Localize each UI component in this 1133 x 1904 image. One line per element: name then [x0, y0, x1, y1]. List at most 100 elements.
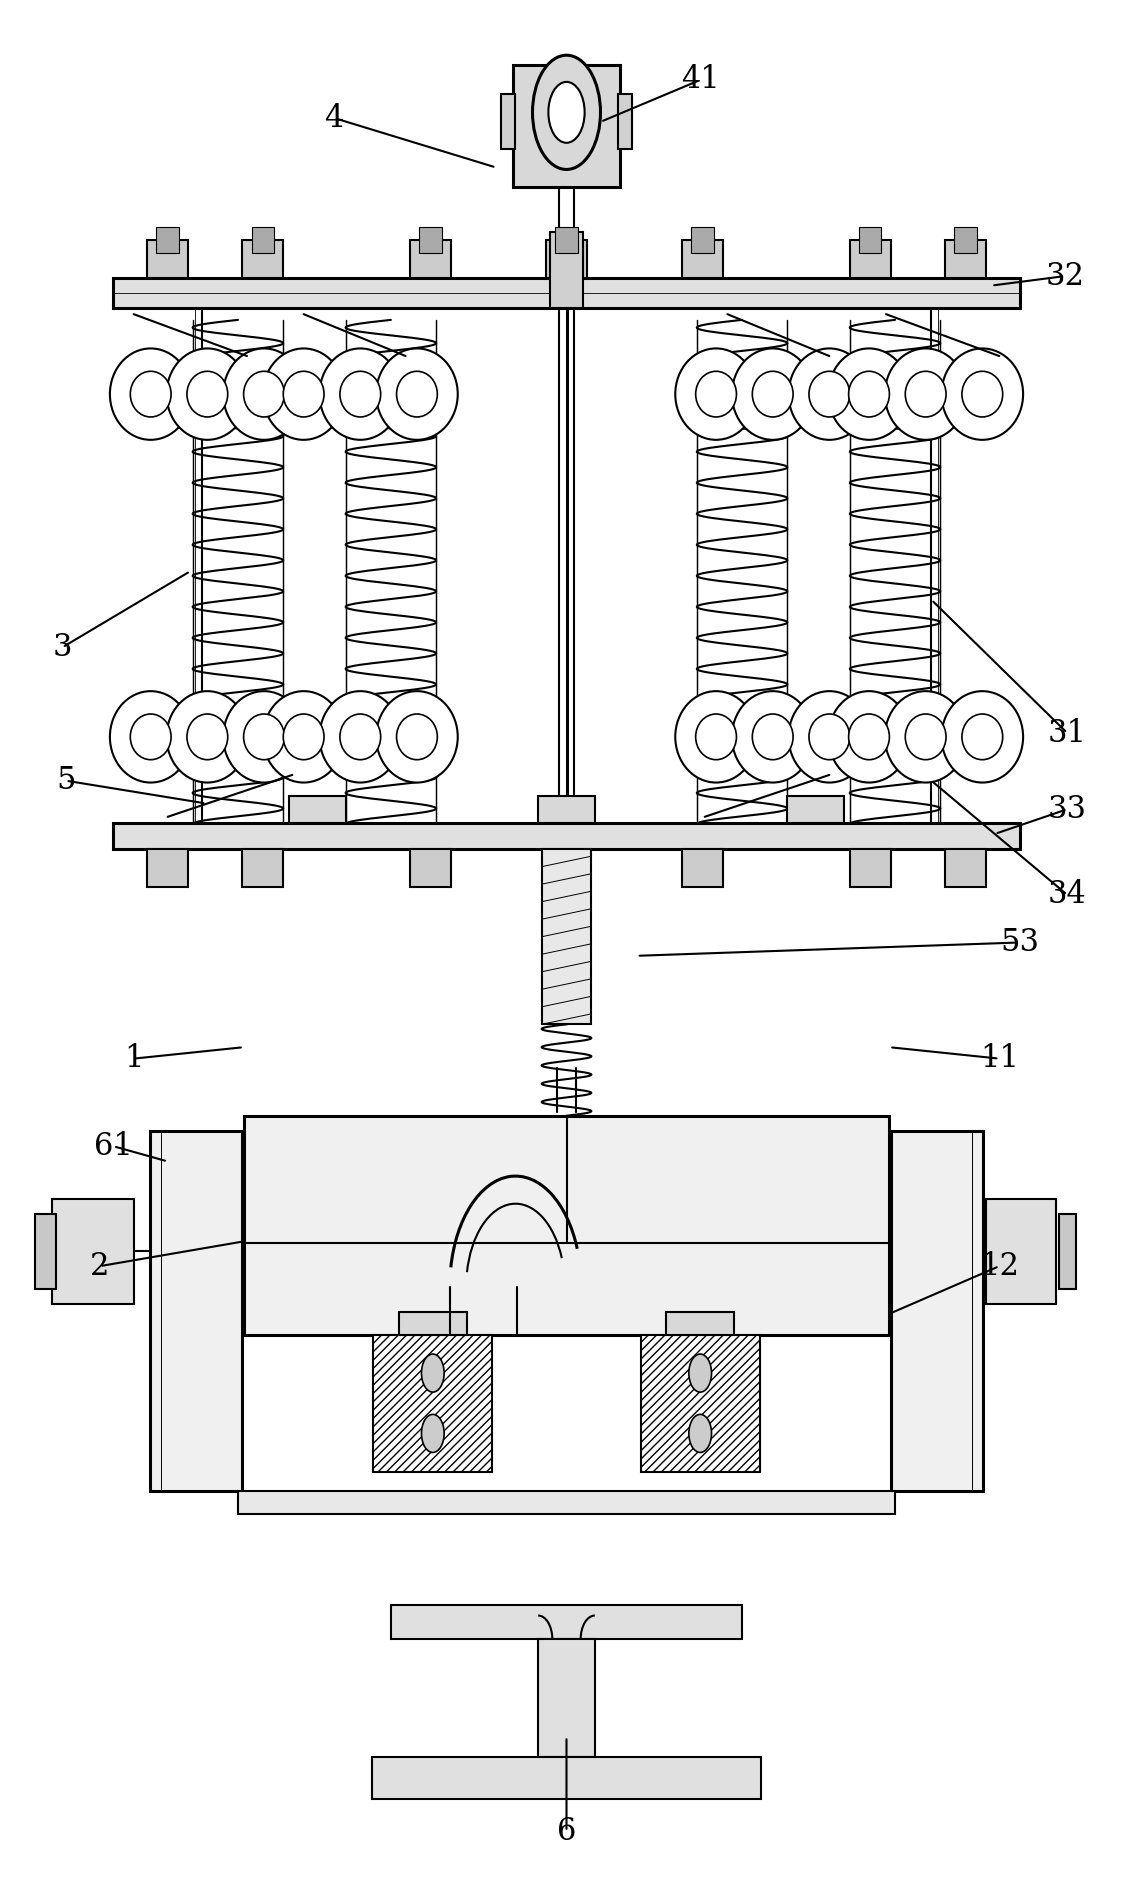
Bar [242, 849, 283, 887]
Ellipse shape [675, 348, 757, 440]
Bar [374, 1335, 492, 1472]
Bar [252, 227, 274, 253]
Bar [156, 227, 179, 253]
Bar [945, 240, 986, 278]
Ellipse shape [849, 714, 889, 760]
Ellipse shape [962, 714, 1003, 760]
Circle shape [689, 1354, 712, 1392]
Ellipse shape [942, 691, 1023, 783]
Circle shape [689, 1415, 712, 1453]
Ellipse shape [905, 371, 946, 417]
Bar [113, 278, 1020, 308]
Bar [666, 1312, 734, 1335]
Circle shape [421, 1415, 444, 1453]
Bar [682, 240, 723, 278]
Text: 53: 53 [1000, 927, 1039, 958]
Bar [1059, 1215, 1076, 1289]
Bar [289, 796, 346, 823]
Text: 32: 32 [1046, 261, 1084, 291]
Bar [850, 240, 891, 278]
Ellipse shape [849, 371, 889, 417]
Ellipse shape [244, 371, 284, 417]
Ellipse shape [340, 714, 381, 760]
Ellipse shape [110, 348, 191, 440]
Ellipse shape [263, 691, 344, 783]
Text: 6: 6 [556, 1816, 577, 1847]
Bar [391, 1605, 742, 1639]
Bar [512, 65, 621, 187]
Ellipse shape [130, 714, 171, 760]
Bar [35, 1215, 56, 1289]
Ellipse shape [263, 348, 344, 440]
Ellipse shape [130, 371, 171, 417]
Ellipse shape [828, 691, 910, 783]
Bar [986, 1200, 1056, 1304]
Bar [410, 849, 451, 887]
Text: 12: 12 [980, 1251, 1019, 1281]
Text: 61: 61 [94, 1131, 133, 1161]
Bar [550, 232, 583, 308]
Bar [619, 93, 632, 149]
Bar [691, 227, 714, 253]
Ellipse shape [752, 714, 793, 760]
Ellipse shape [320, 691, 401, 783]
Ellipse shape [828, 348, 910, 440]
Ellipse shape [696, 371, 736, 417]
Bar [113, 823, 1020, 849]
Bar [502, 93, 516, 149]
Ellipse shape [167, 348, 248, 440]
Text: 5: 5 [56, 765, 76, 796]
Ellipse shape [340, 371, 381, 417]
Ellipse shape [244, 714, 284, 760]
Ellipse shape [696, 714, 736, 760]
Bar [850, 849, 891, 887]
Circle shape [533, 55, 600, 169]
Bar [242, 240, 283, 278]
Bar [945, 849, 986, 887]
Ellipse shape [789, 348, 870, 440]
Ellipse shape [223, 348, 305, 440]
Ellipse shape [885, 348, 966, 440]
Bar [682, 849, 723, 887]
Circle shape [548, 82, 585, 143]
Text: 11: 11 [980, 1043, 1019, 1074]
Ellipse shape [283, 714, 324, 760]
Ellipse shape [167, 691, 248, 783]
Bar [546, 240, 587, 278]
Ellipse shape [397, 371, 437, 417]
Ellipse shape [397, 714, 437, 760]
Ellipse shape [885, 691, 966, 783]
Ellipse shape [110, 691, 191, 783]
Text: 3: 3 [52, 632, 73, 663]
Ellipse shape [752, 371, 793, 417]
Ellipse shape [962, 371, 1003, 417]
Ellipse shape [187, 714, 228, 760]
Ellipse shape [283, 371, 324, 417]
Ellipse shape [732, 691, 813, 783]
Bar [787, 796, 844, 823]
Ellipse shape [223, 691, 305, 783]
Bar [542, 849, 591, 1024]
Text: 2: 2 [90, 1251, 110, 1281]
Text: 4: 4 [325, 103, 343, 133]
Bar [150, 1131, 242, 1491]
Bar [555, 227, 578, 253]
Ellipse shape [905, 714, 946, 760]
Bar [238, 1491, 895, 1514]
Bar [410, 240, 451, 278]
Text: 1: 1 [123, 1043, 144, 1074]
Bar [954, 227, 977, 253]
Ellipse shape [187, 371, 228, 417]
Ellipse shape [809, 714, 850, 760]
Bar [859, 227, 881, 253]
Bar [538, 1639, 595, 1757]
Bar [419, 227, 442, 253]
Bar [399, 1312, 467, 1335]
Text: 31: 31 [1048, 718, 1087, 748]
Ellipse shape [789, 691, 870, 783]
Ellipse shape [376, 348, 458, 440]
Circle shape [421, 1354, 444, 1392]
Ellipse shape [320, 348, 401, 440]
Ellipse shape [376, 691, 458, 783]
Bar [147, 240, 188, 278]
